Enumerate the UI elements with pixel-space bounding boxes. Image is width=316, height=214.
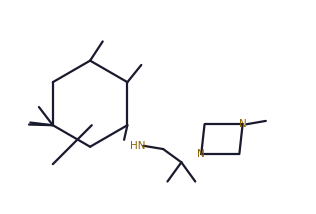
Text: N: N — [239, 119, 246, 129]
Text: HN: HN — [130, 141, 146, 151]
Text: N: N — [198, 149, 205, 159]
